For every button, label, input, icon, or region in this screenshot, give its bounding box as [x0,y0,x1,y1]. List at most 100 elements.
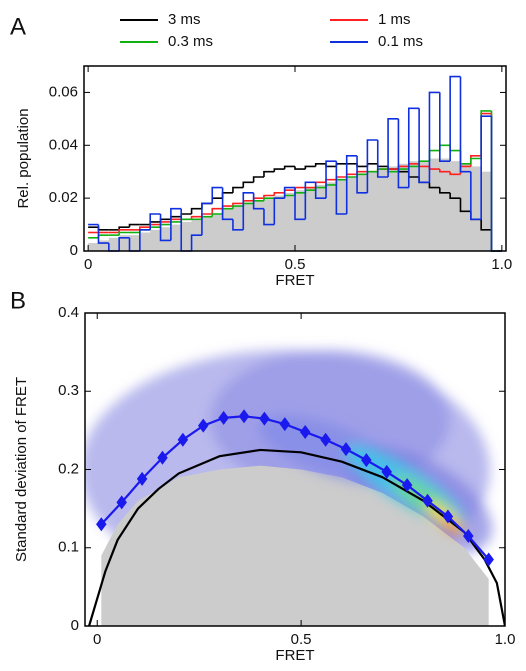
y-tick-label: 0.02 [49,189,78,206]
panel-label: B [10,287,26,314]
histogram-step [263,208,275,226]
area [101,465,489,626]
histogram-bar [295,190,306,251]
histogram-bar [274,195,285,251]
y-tick-label: 0.04 [49,136,78,153]
histogram-step [356,155,368,194]
histogram-bar [222,208,234,251]
histogram-bar [315,184,327,251]
y-tick-label: 0.1 [58,539,79,556]
plot-frame [83,65,507,252]
histogram-bar [181,221,192,251]
histogram-step [439,92,451,162]
histogram-bar [119,235,130,251]
diamond-marker [198,418,209,433]
histogram-bar [243,203,254,251]
histogram-step [283,165,295,170]
histogram-step [190,234,202,251]
line [88,448,505,626]
histogram-step [232,186,244,193]
histogram-step [242,192,254,230]
diamond-marker [177,432,189,447]
histogram-step [335,162,347,167]
panel-b: B 0 0.5 1.0 0 0.1 0.2 0.3 0.4 FRET Standard deviat… [10,287,515,664]
histogram-bar [253,200,265,251]
histogram-step [170,207,182,241]
histogram-step [449,75,461,162]
x-tick-label: 0.5 [285,256,306,273]
y-tick-label: 0 [70,242,78,259]
histogram-step [428,91,440,183]
histogram-step [232,219,244,231]
histogram-step [376,163,389,168]
histogram-step [439,187,451,194]
histogram-step [449,192,461,199]
histogram-step [201,202,213,236]
legend-label: 0.3 ms [168,33,213,50]
histogram-step [118,229,130,233]
histogram-step [170,221,182,225]
histogram-step [273,168,285,172]
histogram-bar [367,171,379,251]
histogram-step [325,163,337,168]
histogram-bar [170,224,182,251]
histogram-step [283,189,295,193]
histogram-step [314,162,327,167]
y-axis-label: Rel. population [15,108,32,208]
diamond-marker [136,471,148,486]
histogram-bar [481,171,492,251]
line [100,415,490,561]
diamond-marker [320,432,331,447]
histogram-step [449,145,461,152]
histogram-step [232,202,244,207]
histogram-step [356,163,368,168]
histogram-step [159,214,171,242]
histogram-step [470,171,482,221]
diamond-marker [340,442,352,457]
histogram-step [149,226,161,230]
x-tick-label: 1.0 [491,256,512,273]
density-level [442,518,462,536]
histogram-bar [201,216,213,251]
histogram-step [397,118,409,189]
y-tick-label: 0.4 [58,304,79,321]
histogram-step [128,223,140,228]
x-tick-label: 0 [93,631,101,648]
histogram-bar [108,237,120,251]
histogram-step [428,182,440,189]
histogram-step [149,213,161,230]
histogram-step [118,236,130,251]
histogram-step [459,150,471,165]
histogram-step [273,192,285,196]
y-tick-label: 0.2 [58,460,79,477]
y-tick-label: 0 [71,617,79,634]
histogram-step [139,226,151,230]
histogram-bar [377,169,389,251]
histogram-bar [212,214,223,251]
diamond-marker [361,453,372,468]
histogram-step [407,107,420,188]
diamond-marker [116,495,127,510]
diamond-marker [381,464,392,479]
y-tick-label: 0.06 [49,83,78,100]
histogram-step [480,115,492,220]
histogram-step [366,162,378,167]
diamond-marker [483,552,494,567]
histogram-bar [460,163,472,251]
histogram-bar [139,232,151,251]
histogram-step [273,197,285,225]
histogram-step [263,197,275,201]
histogram-step [190,207,202,214]
histogram-step [97,227,109,231]
histogram-bar [326,182,337,251]
diamond-marker [157,450,168,465]
diamond-marker [401,478,413,493]
density-map [85,350,505,626]
histogram-step [221,187,233,221]
histogram-bar [150,229,161,251]
diamond-marker [218,410,229,425]
histogram-bar [357,174,368,251]
panel-a: A 0 0.5 1.0 0 0.02 0.04 0.06 FRET Rel. population… [10,11,512,289]
histogram-step [490,113,502,252]
histogram-step [490,229,502,252]
